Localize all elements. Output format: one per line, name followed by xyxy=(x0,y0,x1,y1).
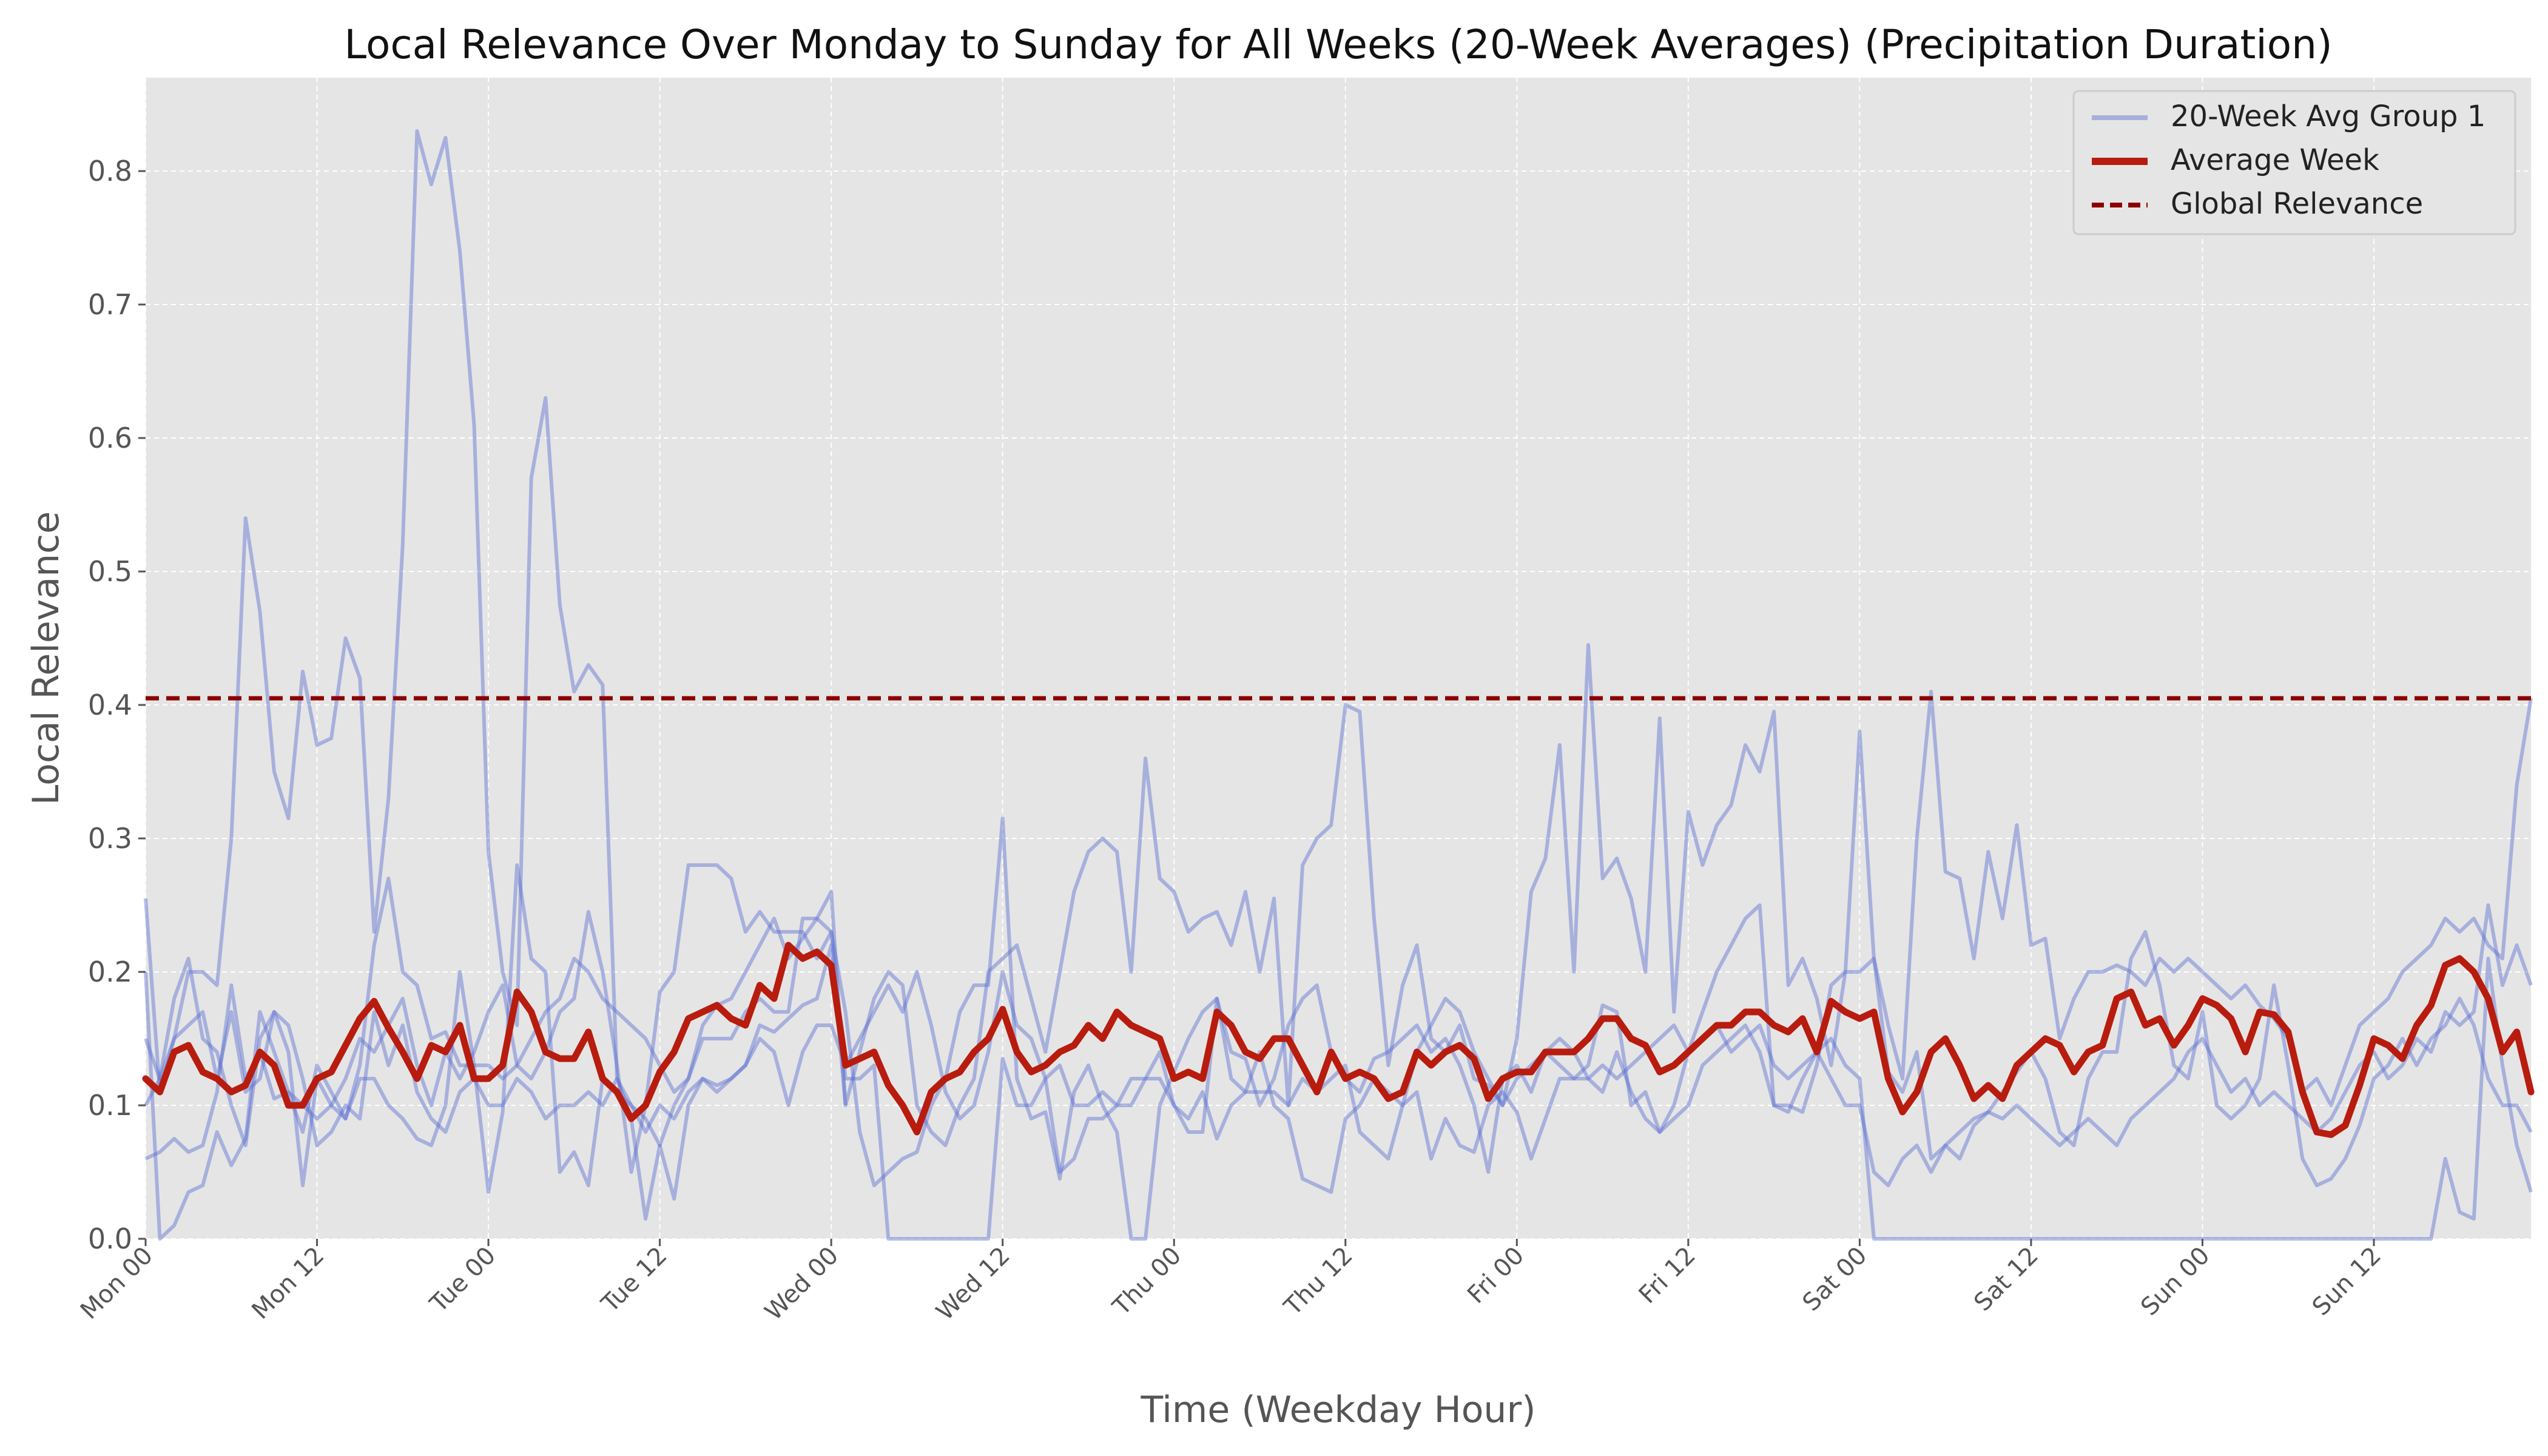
legend: 20-Week Avg Group 1 Average Week Global … xyxy=(2072,90,2516,235)
legend-label-global: Global Relevance xyxy=(2171,187,2423,221)
y-tick-label: 0.3 xyxy=(88,822,132,855)
y-tick-label: 0.8 xyxy=(88,155,132,187)
y-axis-label: Local Relevance xyxy=(25,511,67,805)
legend-label-average: Average Week xyxy=(2171,143,2379,177)
y-tick-label: 0.2 xyxy=(88,956,132,988)
legend-label-group: 20-Week Avg Group 1 xyxy=(2171,99,2486,133)
chart-title: Local Relevance Over Monday to Sunday fo… xyxy=(344,21,2332,68)
average-week-layer xyxy=(142,942,2535,1138)
group-series-line xyxy=(144,129,848,1134)
legend-box xyxy=(2072,90,2516,235)
y-tick-label: 0.0 xyxy=(88,1222,132,1255)
y-tick-label: 0.6 xyxy=(88,422,132,454)
x-axis-label: Time (Weekday Hour) xyxy=(1140,1389,1535,1431)
y-tick-label: 0.7 xyxy=(88,288,132,321)
group-series-line xyxy=(144,643,2533,1241)
group-series-line xyxy=(144,903,2533,1221)
y-tick-label: 0.4 xyxy=(88,689,132,721)
grid xyxy=(145,78,2531,1239)
y-tick-label: 0.1 xyxy=(88,1089,132,1122)
y-tick-label: 0.5 xyxy=(88,555,132,588)
average-week-line xyxy=(142,942,2535,1138)
y-axis-ticks: 0.0 0.1 0.2 0.3 0.4 0.5 0.6 0.7 0.8 xyxy=(88,155,146,1255)
